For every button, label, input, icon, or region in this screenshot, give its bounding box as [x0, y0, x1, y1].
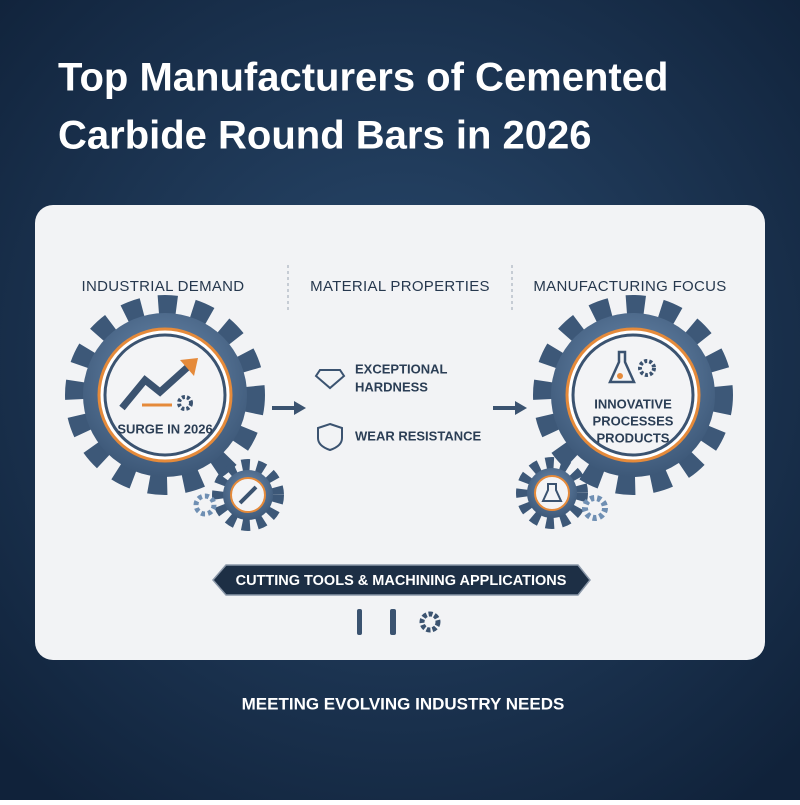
- tool-icons: [357, 609, 441, 635]
- banner: [212, 564, 591, 596]
- banner-text: CUTTING TOOLS & MACHINING APPLICATIONS: [236, 573, 567, 589]
- small-gear: [516, 457, 608, 529]
- gear-label: SURGE IN 2026: [117, 421, 212, 436]
- property-label: WEAR RESISTANCE: [355, 428, 481, 443]
- column-heading: MATERIAL PROPERTIES: [310, 278, 490, 295]
- arrow: [493, 401, 527, 415]
- shield-icon: [317, 422, 343, 452]
- title: Carbide Round Bars in 2026: [58, 114, 591, 158]
- diamond-icon: [314, 369, 346, 390]
- card: [35, 205, 765, 660]
- property-label: HARDNESS: [355, 379, 428, 394]
- gear-label: PROCESSES: [593, 413, 674, 428]
- gear: [533, 295, 733, 495]
- gear-label: INNOVATIVE: [594, 396, 672, 411]
- column-heading: MANUFACTURING FOCUS: [533, 278, 726, 295]
- title: Top Manufacturers of Cemented: [58, 56, 668, 100]
- gear-label: PRODUCTS: [597, 430, 670, 445]
- footer: MEETING EVOLVING INDUSTRY NEEDS: [242, 694, 565, 713]
- column-heading: INDUSTRIAL DEMAND: [82, 278, 245, 295]
- small-gear: [193, 459, 284, 531]
- gear: [65, 295, 265, 495]
- property-label: EXCEPTIONAL: [355, 361, 448, 376]
- arrow: [272, 401, 306, 415]
